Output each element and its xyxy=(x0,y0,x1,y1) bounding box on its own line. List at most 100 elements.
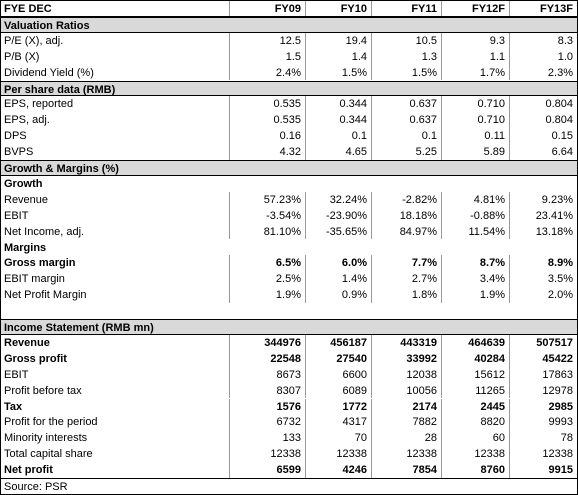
cell-value: 0.1 xyxy=(305,128,371,145)
cell-value: 4.32 xyxy=(229,144,305,160)
cell-value: 2.5% xyxy=(229,271,305,288)
cell-value: 1.5% xyxy=(371,64,441,81)
cell-value: 23.41% xyxy=(509,207,577,224)
cell-value: 4246 xyxy=(305,462,371,478)
cell-value: 9915 xyxy=(509,462,577,478)
section-header: Per share data (RMB) xyxy=(1,80,577,97)
cell-value: 81.10% xyxy=(229,223,305,240)
cell-value: 78 xyxy=(509,430,577,447)
section-title: Growth & Margins (%) xyxy=(4,163,119,175)
cell-value: 443319 xyxy=(371,334,441,351)
cell-value: -2.82% xyxy=(371,191,441,208)
cell-value: 6600 xyxy=(305,366,371,383)
cell-value: 0.11 xyxy=(441,128,509,145)
cell-value: 0.637 xyxy=(371,112,441,129)
cell-value: 133 xyxy=(229,430,305,447)
source-note: Source: PSR xyxy=(4,481,68,493)
section-header: Income Statement (RMB mn) xyxy=(1,319,577,335)
row-label: EBIT margin xyxy=(4,273,65,286)
cell-value: 6.64 xyxy=(509,144,577,160)
cell-value: 2.3% xyxy=(509,64,577,81)
section-title: Per share data (RMB) xyxy=(4,83,116,96)
section-title: Valuation Ratios xyxy=(4,19,90,32)
group-title: Growth xyxy=(4,177,43,190)
cell-value: 0.1 xyxy=(371,128,441,145)
group-header: Growth xyxy=(1,176,577,192)
row-label: P/B (X) xyxy=(4,50,40,63)
table-row: EBIT margin 2.5% 1.4% 2.7% 3.4% 3.5% xyxy=(1,271,577,288)
cell-value: 2.4% xyxy=(229,64,305,81)
section-header: Valuation Ratios xyxy=(1,16,577,33)
table-row: EBIT -3.54% -23.90% 18.18% -0.88% 23.41% xyxy=(1,207,577,224)
cell-value: 13.18% xyxy=(509,223,577,240)
cell-value: 12338 xyxy=(509,446,577,463)
cell-value: 0.804 xyxy=(509,96,577,113)
cell-value: 6089 xyxy=(305,382,371,399)
cell-value: 507517 xyxy=(509,334,577,351)
row-label: Minority interests xyxy=(4,432,88,445)
cell-value: 9.23% xyxy=(509,191,577,208)
cell-value: 0.804 xyxy=(509,112,577,129)
row-label: EBIT xyxy=(4,209,29,222)
cell-value: 57.23% xyxy=(229,191,305,208)
cell-value: 8820 xyxy=(441,414,509,431)
table-row: Gross profit 22548 27540 33992 40284 45422 xyxy=(1,350,577,367)
row-label: Tax xyxy=(4,400,23,413)
cell-value: 0.637 xyxy=(371,96,441,113)
cell-value: 1.4% xyxy=(305,271,371,288)
cell-value: 2985 xyxy=(509,398,577,415)
cell-value: -35.65% xyxy=(305,223,371,240)
cell-value: 2.0% xyxy=(509,287,577,304)
table-row: EBIT 8673 6600 12038 15612 17863 xyxy=(1,366,577,383)
table-row: P/B (X) 1.5 1.4 1.3 1.1 1.0 xyxy=(1,48,577,65)
cell-value: 4317 xyxy=(305,414,371,431)
cell-value: 19.4 xyxy=(305,32,371,49)
cell-value: 0.9% xyxy=(305,287,371,304)
cell-value: 1.1 xyxy=(441,48,509,65)
cell-value: 7.7% xyxy=(371,255,441,272)
cell-value: 0.535 xyxy=(229,96,305,113)
cell-value: 1.3 xyxy=(371,48,441,65)
row-label: Net profit xyxy=(4,464,53,477)
cell-value: 1.8% xyxy=(371,287,441,304)
cell-value: 464639 xyxy=(441,334,509,351)
cell-value: 45422 xyxy=(509,350,577,367)
table-row: Net profit 6599 4246 7854 8760 9915 xyxy=(1,462,577,478)
cell-value: 12338 xyxy=(441,446,509,463)
column-header: FY09 xyxy=(229,1,305,16)
table-row: Revenue 344976 456187 443319 464639 507517 xyxy=(1,334,577,351)
cell-value: 40284 xyxy=(441,350,509,367)
cell-value: -3.54% xyxy=(229,207,305,224)
cell-value: 12.5 xyxy=(229,32,305,49)
cell-value: 0.344 xyxy=(305,96,371,113)
column-header: FY10 xyxy=(305,1,371,16)
group-title: Margins xyxy=(4,241,47,254)
cell-value: 9993 xyxy=(509,414,577,431)
cell-value: 2445 xyxy=(441,398,509,415)
column-header: FY12F xyxy=(441,1,509,16)
cell-value: 0.710 xyxy=(441,96,509,113)
cell-value: 1772 xyxy=(305,398,371,415)
group-header: Margins xyxy=(1,240,577,256)
row-label: Revenue xyxy=(4,336,50,349)
table-row: Total capital share 12338 12338 12338 12338 1… xyxy=(1,446,577,463)
row-label: Total capital share xyxy=(4,448,93,461)
row-label: EPS, adj. xyxy=(4,114,50,127)
cell-value: 33992 xyxy=(371,350,441,367)
cell-value: 6732 xyxy=(229,414,305,431)
cell-value: 2174 xyxy=(371,398,441,415)
cell-value: 12338 xyxy=(371,446,441,463)
cell-value: 9.3 xyxy=(441,32,509,49)
cell-value: 2.7% xyxy=(371,271,441,288)
cell-value: 6599 xyxy=(229,462,305,478)
table-row: Tax 1576 1772 2174 2445 2985 xyxy=(1,398,577,415)
table-row: Dividend Yield (%) 2.4% 1.5% 1.5% 1.7% 2.3% xyxy=(1,64,577,81)
row-label: EBIT xyxy=(4,368,29,381)
section-header: Growth & Margins (%) xyxy=(1,160,577,176)
row-label: Profit for the period xyxy=(4,416,98,429)
cell-value: 8760 xyxy=(441,462,509,478)
table-row: Net Income, adj. 81.10% -35.65% 84.97% 11.54… xyxy=(1,223,577,240)
cell-value: 12978 xyxy=(509,382,577,399)
row-label: Net Profit Margin xyxy=(4,289,87,302)
